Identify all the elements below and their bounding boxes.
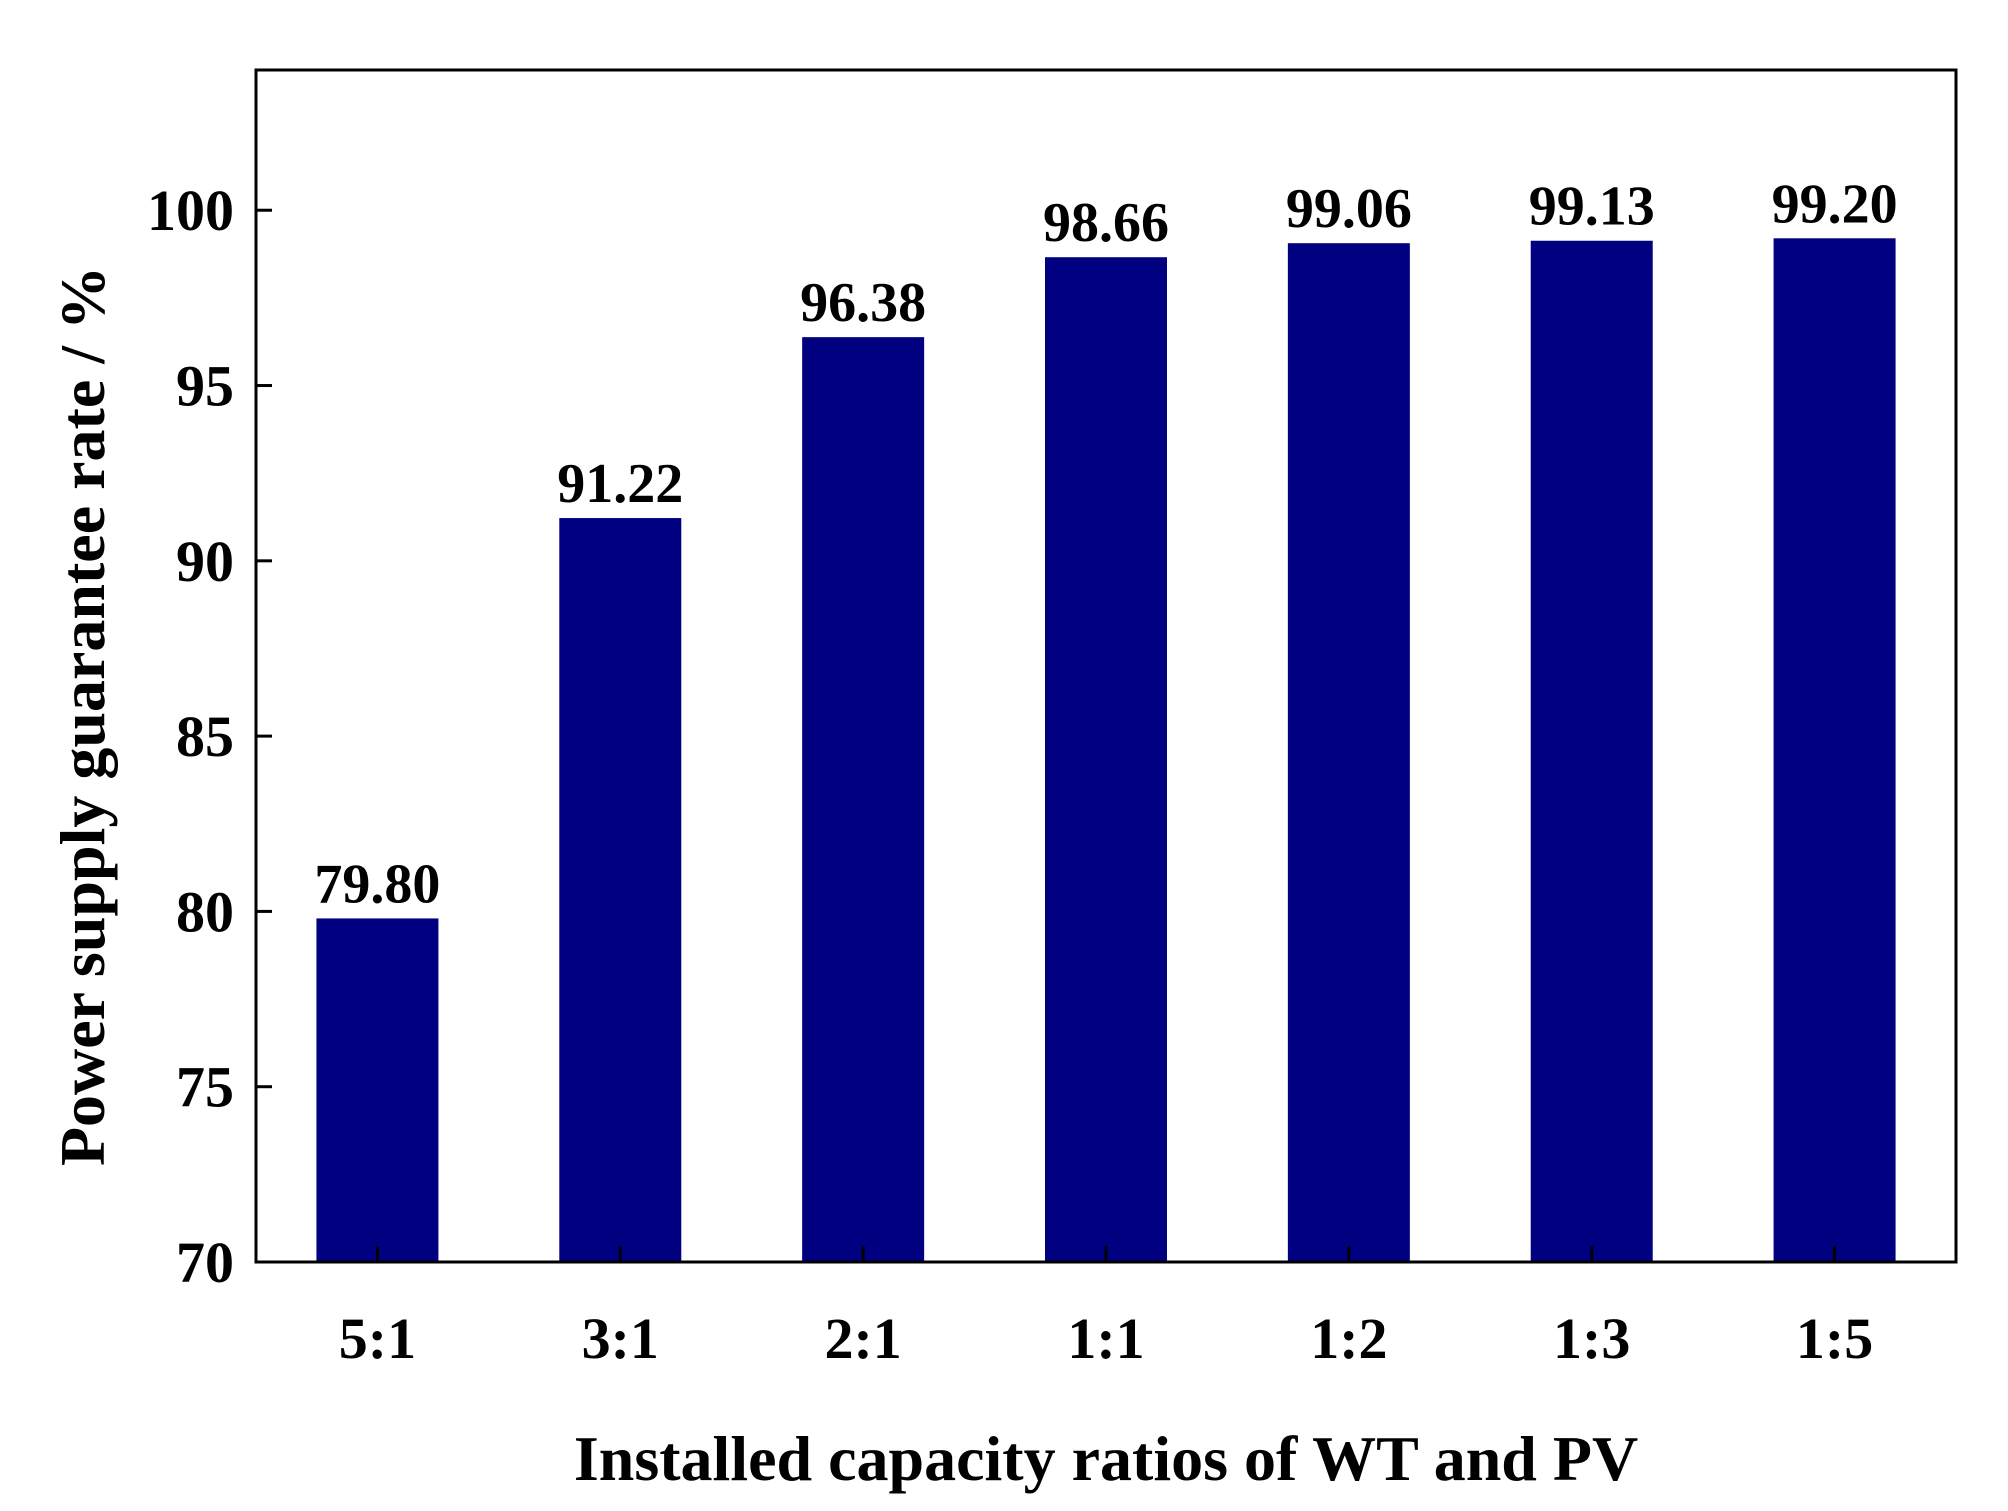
- x-tick-label: 1:2: [1310, 1306, 1387, 1371]
- y-tick-label: 75: [176, 1055, 234, 1120]
- x-axis-title: Installed capacity ratios of WT and PV: [574, 1423, 1638, 1494]
- y-tick-label: 90: [176, 529, 234, 594]
- bar: [802, 337, 925, 1263]
- y-axis-title: Power supply guarantee rate / %: [47, 266, 118, 1166]
- bar: [559, 518, 682, 1262]
- bar: [1287, 243, 1410, 1263]
- data-label: 99.20: [1772, 173, 1898, 235]
- y-tick-label: 100: [147, 178, 234, 243]
- y-tick-label: 95: [176, 354, 234, 419]
- bars-layer: [316, 238, 1896, 1263]
- labels-layer: 70 75 80 85 90 95 100 5:1 79.80 3:1 91.22 2:1 96.38 1…: [147, 173, 1898, 1371]
- data-label: 96.38: [800, 272, 926, 334]
- x-tick-label: 1:1: [1067, 1306, 1144, 1371]
- x-tick-label: 5:1: [339, 1306, 416, 1371]
- data-label: 99.06: [1286, 178, 1412, 240]
- bar: [1045, 257, 1167, 1262]
- bar: [1530, 240, 1653, 1263]
- data-label: 91.22: [557, 453, 683, 515]
- y-tick-label: 70: [176, 1230, 234, 1295]
- bar: [316, 918, 439, 1262]
- x-tick-label: 1:3: [1553, 1306, 1630, 1371]
- bar: [1773, 238, 1896, 1262]
- data-label: 79.80: [314, 853, 440, 915]
- data-label: 99.13: [1529, 176, 1655, 238]
- y-tick-label: 80: [176, 879, 234, 944]
- x-tick-label: 2:1: [824, 1306, 901, 1371]
- data-label: 98.66: [1043, 192, 1169, 254]
- x-tick-label: 1:5: [1796, 1306, 1873, 1371]
- y-tick-label: 85: [176, 704, 234, 769]
- x-tick-label: 3:1: [582, 1306, 659, 1371]
- plot-frame: [254, 68, 1958, 1264]
